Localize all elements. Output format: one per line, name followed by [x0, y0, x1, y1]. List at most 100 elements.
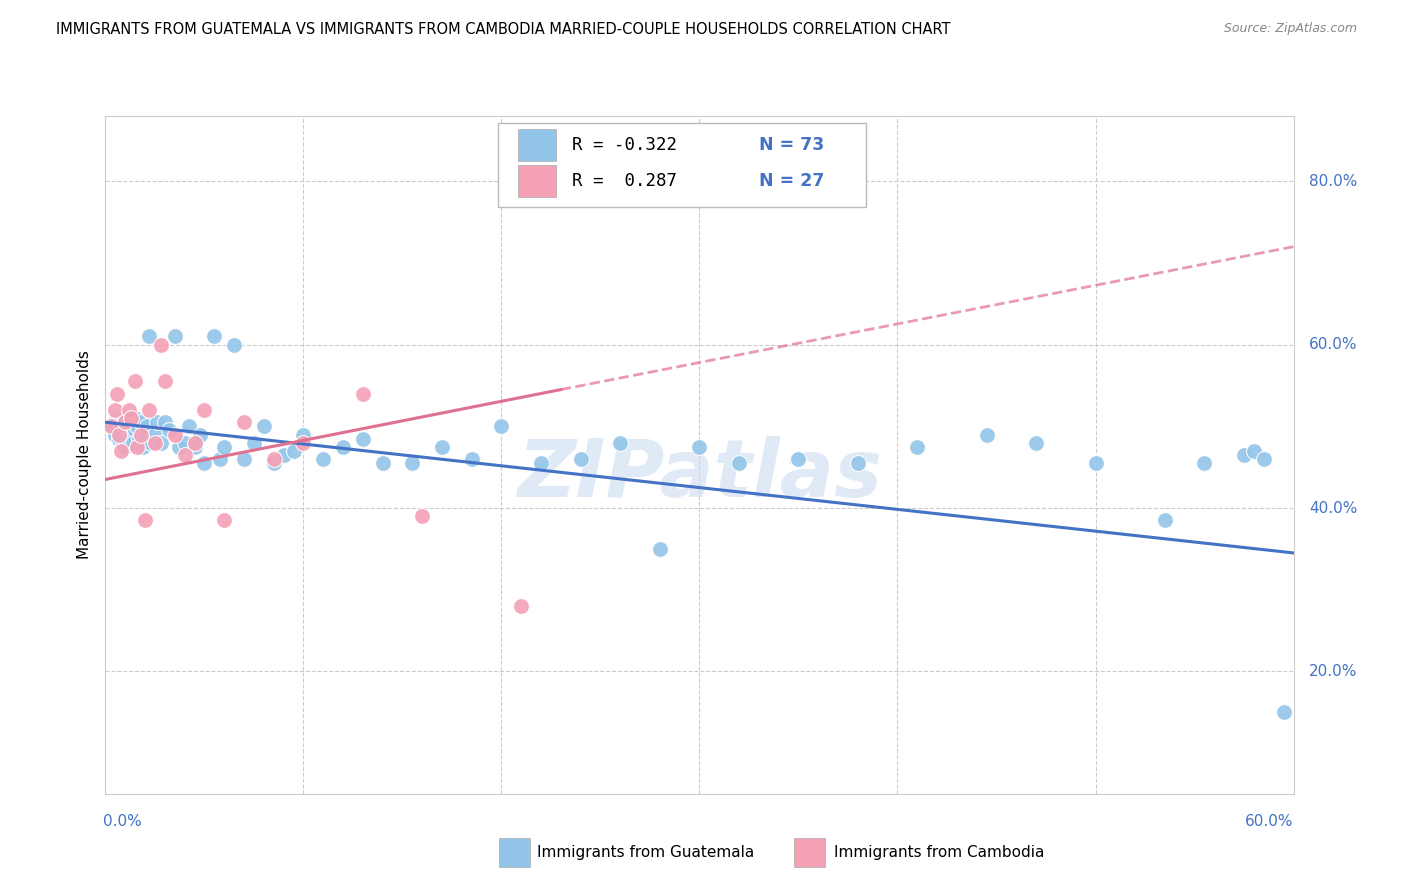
Point — [1272, 705, 1295, 719]
Point — [115, 424, 138, 438]
Text: 40.0%: 40.0% — [1309, 500, 1358, 516]
Point — [510, 599, 533, 613]
Point — [243, 435, 266, 450]
Point — [100, 419, 122, 434]
Point — [134, 427, 156, 442]
Text: ZIPatlas: ZIPatlas — [517, 436, 882, 515]
Point — [136, 419, 159, 434]
Text: 80.0%: 80.0% — [1309, 174, 1358, 189]
Point — [146, 415, 169, 429]
Point — [167, 440, 190, 454]
Point — [846, 456, 869, 470]
Text: 60.0%: 60.0% — [1309, 337, 1358, 352]
Point — [1233, 448, 1256, 462]
Point — [120, 415, 142, 429]
Point — [183, 440, 205, 454]
Point — [312, 452, 335, 467]
Point — [253, 419, 276, 434]
Point — [108, 427, 131, 442]
Bar — [517, 165, 555, 197]
Point — [233, 452, 256, 467]
Point — [124, 375, 146, 389]
Text: IMMIGRANTS FROM GUATEMALA VS IMMIGRANTS FROM CAMBODIA MARRIED-COUPLE HOUSEHOLDS : IMMIGRANTS FROM GUATEMALA VS IMMIGRANTS … — [56, 22, 950, 37]
Point — [149, 435, 172, 450]
Point — [371, 456, 394, 470]
Text: R = -0.322: R = -0.322 — [572, 136, 678, 154]
Point — [214, 513, 236, 527]
Point — [104, 427, 127, 442]
Point — [129, 415, 152, 429]
Point — [190, 427, 212, 442]
Point — [1243, 443, 1265, 458]
Point — [163, 427, 186, 442]
Point — [273, 448, 295, 462]
Point — [103, 424, 125, 438]
Point — [1025, 435, 1047, 450]
Point — [127, 419, 149, 434]
Point — [128, 432, 150, 446]
Point — [332, 440, 354, 454]
Point — [530, 456, 553, 470]
Point — [689, 440, 711, 454]
Text: Immigrants from Cambodia: Immigrants from Cambodia — [834, 846, 1045, 860]
Point — [124, 411, 146, 425]
Text: N = 27: N = 27 — [759, 172, 824, 190]
Point — [177, 419, 200, 434]
Text: 60.0%: 60.0% — [1246, 814, 1294, 830]
Point — [202, 329, 225, 343]
Point — [127, 440, 149, 454]
Point — [138, 403, 160, 417]
Point — [1194, 456, 1216, 470]
Point — [173, 435, 195, 450]
Point — [163, 329, 186, 343]
Point — [283, 443, 305, 458]
Point — [193, 456, 215, 470]
Point — [411, 509, 433, 524]
Point — [976, 427, 998, 442]
Point — [1084, 456, 1107, 470]
Point — [352, 386, 374, 401]
Point — [153, 415, 176, 429]
Text: N = 73: N = 73 — [759, 136, 824, 154]
Point — [787, 452, 810, 467]
Point — [263, 456, 285, 470]
Point — [114, 415, 136, 429]
Text: R =  0.287: R = 0.287 — [572, 172, 678, 190]
Point — [491, 419, 513, 434]
Point — [124, 424, 146, 438]
Point — [132, 440, 155, 454]
Point — [401, 456, 423, 470]
Point — [214, 440, 236, 454]
Point — [1153, 513, 1175, 527]
Point — [118, 403, 141, 417]
Point — [183, 435, 205, 450]
Point — [108, 432, 131, 446]
Point — [149, 337, 172, 351]
Point — [461, 452, 484, 467]
Point — [112, 435, 135, 450]
Point — [104, 403, 127, 417]
Point — [114, 440, 136, 454]
Point — [153, 375, 176, 389]
Point — [263, 452, 285, 467]
Y-axis label: Married-couple Households: Married-couple Households — [76, 351, 91, 559]
Point — [110, 415, 132, 429]
Point — [224, 337, 246, 351]
Point — [139, 435, 162, 450]
Point — [134, 513, 156, 527]
Text: 20.0%: 20.0% — [1309, 664, 1358, 679]
Point — [430, 440, 453, 454]
FancyBboxPatch shape — [498, 123, 866, 208]
Point — [648, 541, 671, 556]
Point — [118, 419, 141, 434]
Point — [352, 432, 374, 446]
Point — [157, 424, 180, 438]
Point — [120, 427, 142, 442]
Point — [905, 440, 928, 454]
Point — [120, 411, 142, 425]
Text: Source: ZipAtlas.com: Source: ZipAtlas.com — [1223, 22, 1357, 36]
Point — [569, 452, 592, 467]
Point — [609, 435, 631, 450]
Bar — [517, 128, 555, 161]
Point — [105, 411, 128, 425]
